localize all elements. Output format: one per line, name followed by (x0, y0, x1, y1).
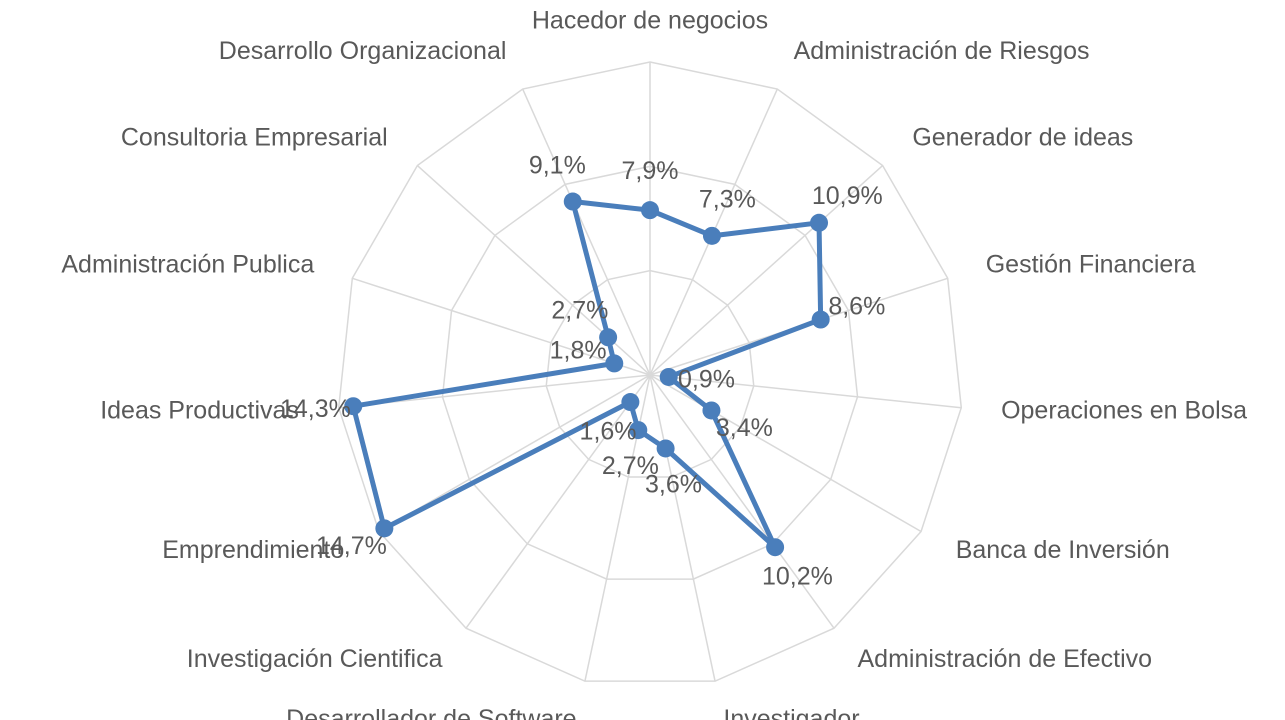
marker (641, 201, 659, 220)
grid-spoke (522, 88, 651, 376)
data-label: 8,6% (828, 292, 885, 320)
category-label: Desarrollador de Software (286, 705, 576, 720)
marker (621, 393, 640, 412)
marker (563, 192, 582, 211)
grid-spoke (416, 165, 651, 376)
grid-spoke (649, 374, 962, 409)
grid-ring (441, 165, 859, 580)
radar-line (350, 199, 824, 550)
marker (659, 367, 678, 386)
category-label: Administración de Efectivo (857, 645, 1152, 673)
grid-spoke (649, 374, 922, 533)
category-label: Banca de Inversión (956, 536, 1170, 564)
grid-spoke (649, 374, 716, 682)
data-label: 10,2% (762, 563, 833, 591)
marker (629, 421, 648, 440)
marker (702, 401, 721, 420)
category-label: Ideas Productivas (100, 397, 299, 425)
marker (810, 213, 829, 232)
grid-spoke (352, 277, 651, 376)
marker (605, 354, 624, 373)
grid-ring (545, 269, 755, 478)
data-label: 3,6% (645, 470, 702, 498)
data-label: 1,6% (580, 417, 637, 445)
grid-spoke (465, 374, 651, 629)
data-label: 14,3% (280, 395, 351, 423)
data-label: 0,9% (678, 366, 735, 394)
category-label: Administración de Riesgos (794, 37, 1090, 65)
category-label: Investigación Cientifica (187, 645, 443, 673)
data-label: 3,4% (716, 414, 773, 442)
category-label: Gestión Financiera (986, 251, 1196, 279)
category-label: Desarrollo Organizacional (219, 37, 507, 65)
data-label: 7,9% (622, 157, 679, 185)
marker (811, 310, 830, 329)
grid-spoke (649, 165, 884, 376)
data-label: 9,1% (529, 151, 586, 179)
marker (599, 328, 618, 347)
category-label: Administración Publica (61, 251, 314, 279)
marker (702, 226, 721, 245)
category-label: Generador de ideas (912, 123, 1133, 151)
marker (375, 519, 394, 538)
data-label: 14,7% (316, 532, 387, 560)
data-label: 10,9% (812, 182, 883, 210)
marker (656, 439, 675, 458)
grid-spoke (649, 374, 835, 629)
data-label: 7,3% (699, 186, 756, 214)
category-label: Operaciones en Bolsa (1001, 397, 1247, 425)
data-label: 1,8% (550, 336, 607, 364)
marker (344, 397, 363, 416)
category-label: Consultoria Empresarial (121, 123, 388, 151)
marker (766, 538, 785, 557)
data-label: 2,7% (551, 296, 608, 324)
category-label: Investigador (723, 705, 859, 720)
grid-ring (337, 61, 963, 682)
data-label: 2,7% (602, 452, 659, 480)
category-label: Emprendimiento (162, 536, 344, 564)
category-label: Hacedor de negocios (532, 7, 768, 35)
